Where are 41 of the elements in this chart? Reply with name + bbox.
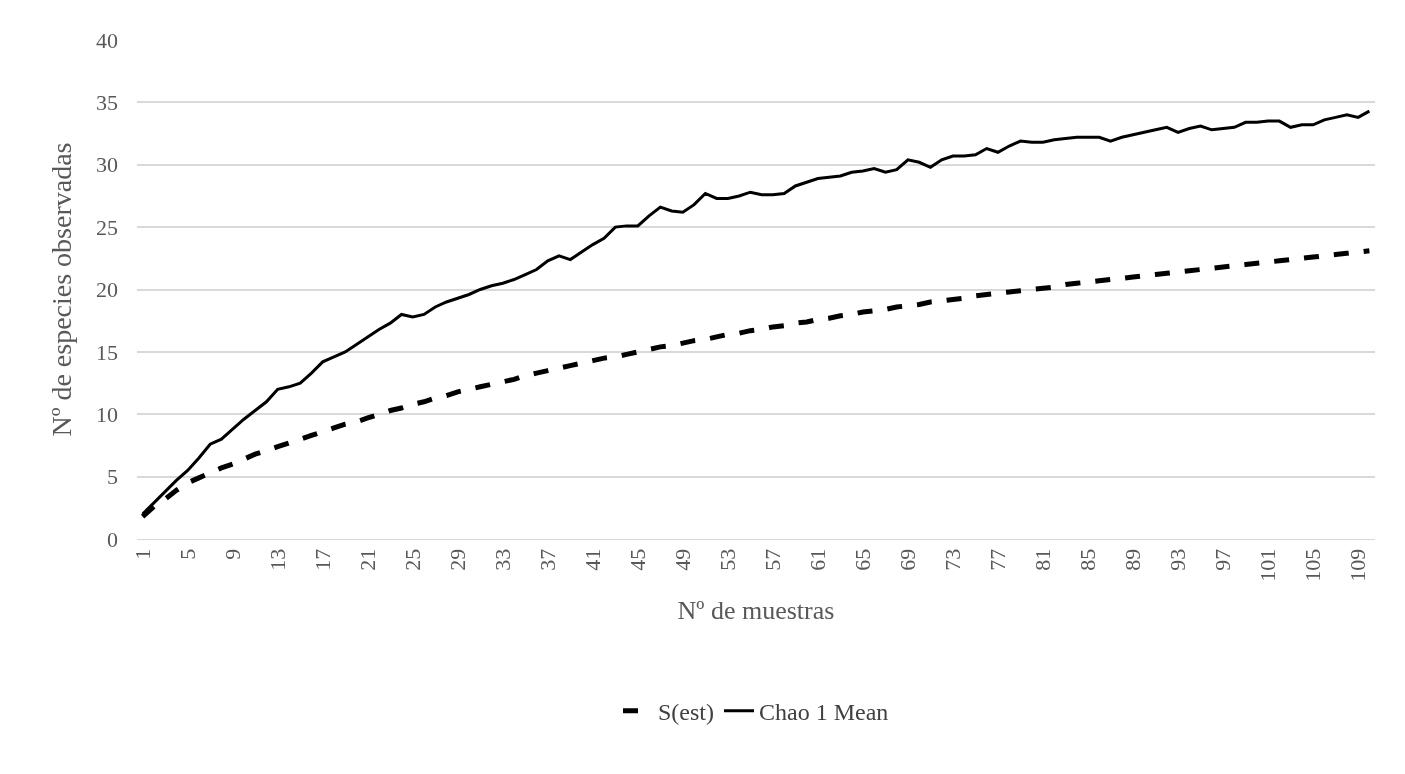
x-tick-label: 89 bbox=[1120, 548, 1146, 571]
x-tick-label: 97 bbox=[1210, 548, 1236, 571]
y-axis-title: Nº de especies observadas bbox=[46, 142, 77, 437]
x-tick-label: 53 bbox=[715, 548, 741, 571]
x-tick-label: 13 bbox=[264, 548, 290, 571]
x-axis-title: Nº de muestras bbox=[677, 596, 835, 626]
x-tick-label: 93 bbox=[1165, 548, 1191, 571]
x-tick-label: 29 bbox=[444, 548, 470, 571]
x-tick-label: 17 bbox=[309, 548, 335, 571]
x-tick-label: 21 bbox=[354, 548, 380, 571]
y-tick-label: 35 bbox=[96, 90, 118, 116]
x-tick-label: 57 bbox=[760, 548, 786, 571]
x-tick-label: 25 bbox=[399, 548, 425, 571]
y-tick-label: 10 bbox=[96, 401, 118, 427]
x-tick-label: 1 bbox=[129, 548, 155, 560]
x-tick-label: 5 bbox=[174, 548, 200, 560]
y-tick-label: 40 bbox=[96, 27, 118, 53]
y-tick-label: 0 bbox=[107, 526, 118, 552]
x-tick-label: 105 bbox=[1300, 548, 1326, 582]
y-tick-label: 20 bbox=[96, 277, 118, 303]
x-tick-label: 41 bbox=[579, 548, 605, 571]
x-tick-label: 9 bbox=[219, 548, 245, 560]
x-tick-label: 69 bbox=[895, 548, 921, 571]
y-tick-label: 15 bbox=[96, 339, 118, 365]
y-tick-label: 30 bbox=[96, 152, 118, 178]
x-tick-label: 65 bbox=[850, 548, 876, 571]
y-tick-label: 5 bbox=[107, 464, 118, 490]
x-tick-label: 37 bbox=[534, 548, 560, 571]
x-tick-label: 101 bbox=[1255, 548, 1281, 582]
x-tick-label: 81 bbox=[1030, 548, 1056, 571]
x-tick-label: 109 bbox=[1345, 548, 1371, 582]
x-tick-label: 85 bbox=[1075, 548, 1101, 571]
legend-label: S(est) bbox=[658, 699, 714, 726]
x-tick-label: 73 bbox=[940, 548, 966, 571]
x-tick-label: 45 bbox=[624, 548, 650, 571]
legend-label: Chao 1 Mean bbox=[759, 699, 889, 726]
x-tick-label: 33 bbox=[489, 548, 515, 571]
y-tick-label: 25 bbox=[96, 214, 118, 240]
x-tick-label: 77 bbox=[985, 548, 1011, 571]
x-tick-label: 49 bbox=[670, 548, 695, 571]
x-tick-label: 61 bbox=[805, 548, 831, 571]
